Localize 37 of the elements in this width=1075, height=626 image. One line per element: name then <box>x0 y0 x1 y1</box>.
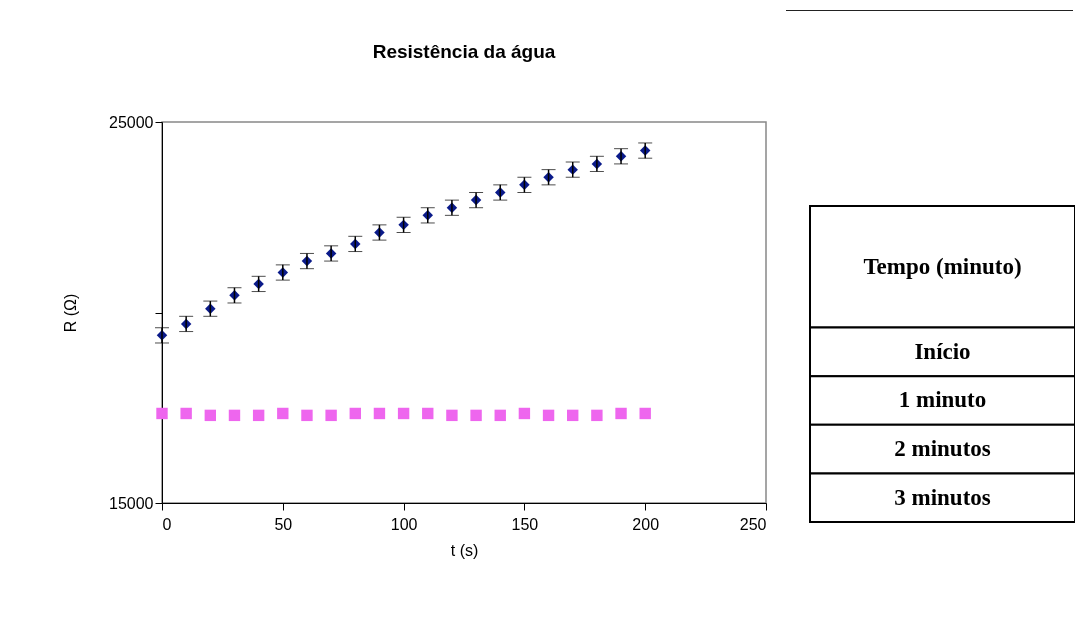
point <box>494 409 506 422</box>
x-tick-label: 50 <box>274 515 293 533</box>
point <box>397 407 410 420</box>
text: 2 minutos <box>894 436 991 462</box>
point <box>349 407 361 420</box>
text: 1 minuto <box>898 387 987 413</box>
point <box>252 409 265 422</box>
y-tick-label: 25000 <box>109 113 154 131</box>
x-axis-title: t (s) <box>450 541 479 559</box>
point <box>470 409 482 422</box>
y-tick-label: 15000 <box>109 494 154 512</box>
point <box>615 407 627 420</box>
x-tick-label: 200 <box>632 515 660 533</box>
point <box>422 407 434 420</box>
chart-title: Resistência da água <box>372 41 556 62</box>
x-tick-label: 250 <box>739 515 767 533</box>
point <box>518 407 531 420</box>
point <box>204 409 217 422</box>
text: Início <box>914 338 971 364</box>
point <box>180 407 192 420</box>
x-tick-label: 150 <box>511 515 539 533</box>
y-axis-title: R (Ω) <box>62 293 80 333</box>
point <box>567 409 579 422</box>
point <box>301 409 313 422</box>
x-tick-label: 0 <box>162 515 172 533</box>
point <box>228 409 241 422</box>
text: 3 minutos <box>894 484 991 510</box>
point <box>156 407 168 420</box>
point <box>446 409 458 422</box>
point <box>373 407 386 420</box>
point <box>591 409 603 422</box>
point <box>325 409 337 422</box>
point <box>542 409 555 422</box>
point <box>639 407 651 420</box>
text: Tempo (minuto) <box>863 253 1022 279</box>
point <box>277 407 289 420</box>
x-tick-label: 100 <box>390 515 418 533</box>
